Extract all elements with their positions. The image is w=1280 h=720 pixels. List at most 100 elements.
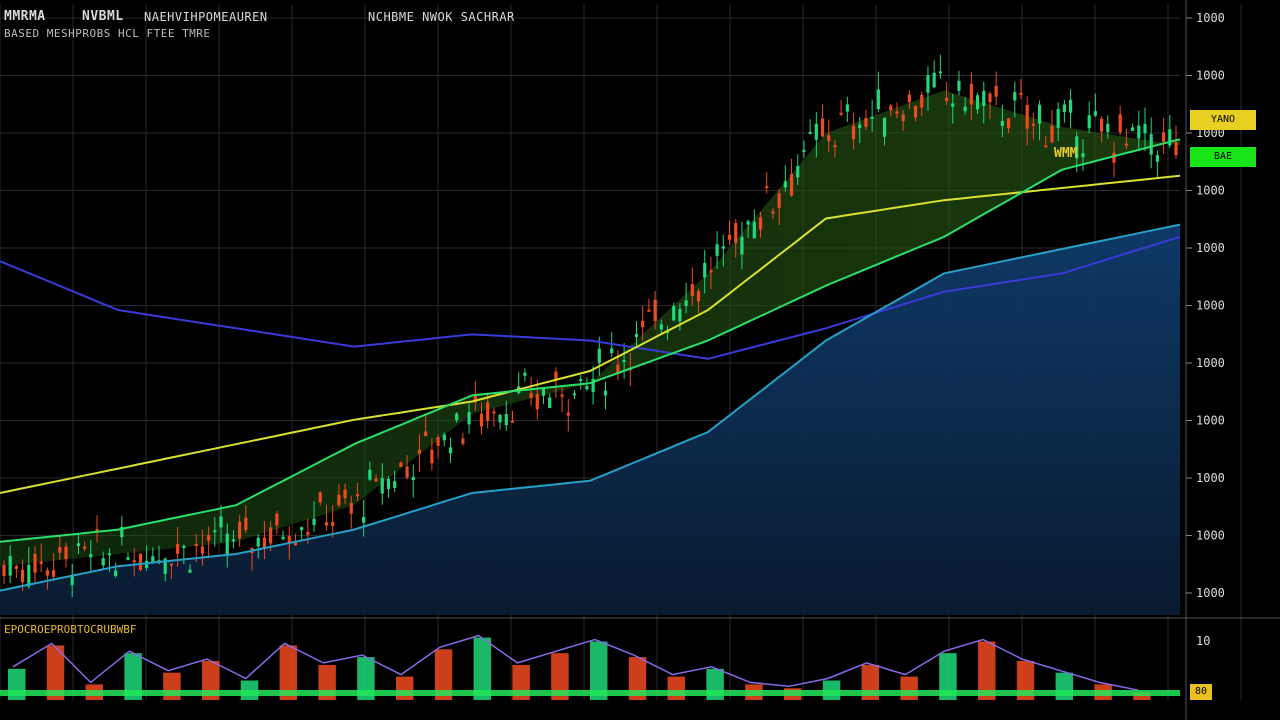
price-tag-yellow: YANO <box>1190 110 1256 130</box>
candle-body <box>256 537 260 547</box>
price-tick-label: 1000 <box>1196 356 1225 370</box>
candle-body <box>386 478 391 489</box>
candle-body <box>715 244 719 256</box>
indicator-bar <box>551 653 569 700</box>
indicator-tag: 80 <box>1190 684 1212 700</box>
indicator-bar <box>900 676 918 700</box>
candle-body <box>541 388 546 396</box>
candle-body <box>870 116 874 119</box>
candle-body <box>845 104 849 112</box>
candle-body <box>1037 104 1042 124</box>
candle-body <box>510 420 515 423</box>
indicator-bar <box>434 649 453 700</box>
candle-body <box>814 123 818 140</box>
candle-body <box>374 478 378 482</box>
candle-body <box>1050 125 1054 143</box>
candle-body <box>820 118 825 137</box>
price-tick-label: 1000 <box>1196 414 1225 428</box>
candle-body <box>126 557 130 560</box>
candle-body <box>876 89 880 110</box>
candle-body <box>262 537 267 549</box>
candle-body <box>275 513 279 526</box>
candle-body <box>1000 121 1004 126</box>
candle-body <box>752 221 756 239</box>
series-line-4 <box>0 138 1181 543</box>
candle-body <box>21 569 25 583</box>
candle-body <box>504 414 508 426</box>
candle-body <box>324 522 329 526</box>
candle-body <box>380 478 384 494</box>
candle-body <box>1062 104 1066 113</box>
candle-body <box>393 481 397 488</box>
candle-body <box>703 263 707 278</box>
candle-body <box>95 528 99 531</box>
candle-body <box>83 546 87 549</box>
candle-body <box>579 379 583 382</box>
candle-body <box>827 135 831 142</box>
candle-body <box>988 93 992 103</box>
candle-body <box>405 466 409 478</box>
candle-layer <box>2 54 1178 597</box>
candle-body <box>808 131 812 134</box>
candle-body <box>560 394 564 397</box>
candle-body <box>436 437 440 446</box>
candle-body <box>1006 118 1011 129</box>
candle-body <box>89 553 93 558</box>
candle-body <box>473 394 477 403</box>
candle-body <box>889 105 893 111</box>
candle-body <box>938 71 942 74</box>
candle-body <box>33 553 37 573</box>
candle-body <box>1161 132 1166 142</box>
candle-body <box>734 223 738 244</box>
candle-body <box>300 527 304 531</box>
indicator-label: EPOCROEPROBTOCRUBWBF <box>4 623 137 636</box>
indicator-bar <box>357 657 375 700</box>
candle-body <box>684 300 688 307</box>
candle-body <box>554 371 558 381</box>
candle-body <box>498 414 502 423</box>
candle-body <box>690 284 694 296</box>
candle-body <box>647 309 651 312</box>
candle-body <box>882 117 887 137</box>
candle-body <box>944 97 949 101</box>
candle-body <box>455 413 459 421</box>
candle-body <box>200 546 205 554</box>
candle-body <box>1068 99 1073 113</box>
candle-body <box>969 83 973 105</box>
candle-body <box>913 105 918 118</box>
candle-body <box>479 413 484 427</box>
price-tag-green: BAE <box>1190 147 1256 167</box>
price-axis: 1000 1000 1000 1000 1000 1000 1000 1000 1000 1000… <box>1186 11 1225 600</box>
candle-body <box>1031 123 1035 126</box>
candle-body <box>771 211 775 214</box>
candle-body <box>951 103 955 107</box>
candle-body <box>145 560 149 568</box>
candle-body <box>839 112 843 115</box>
candle-body <box>1087 115 1091 129</box>
candle-body <box>566 412 570 416</box>
candle-body <box>343 489 347 499</box>
candle-body <box>1174 142 1178 156</box>
candle-body <box>281 536 285 540</box>
candle-body <box>802 149 806 152</box>
candle-body <box>1056 108 1060 128</box>
area-fill <box>0 224 1180 615</box>
candle-body <box>349 502 353 514</box>
candle-body <box>864 117 868 127</box>
candle-body <box>833 145 837 148</box>
candle-body <box>411 476 415 480</box>
candle-body <box>368 469 372 480</box>
candle-body <box>182 545 186 549</box>
candle-body <box>1106 123 1110 133</box>
header-extra: NCHBME NWOK SACHRAR <box>368 10 515 24</box>
candle-body <box>1143 123 1147 134</box>
candle-body <box>238 522 242 539</box>
candle-body <box>895 111 899 114</box>
series-line-5 <box>0 223 1181 592</box>
candle-body <box>523 372 527 376</box>
candle-body <box>225 533 229 556</box>
candle-body <box>1118 114 1122 133</box>
candle-body <box>188 569 192 573</box>
candle-body <box>975 95 980 110</box>
